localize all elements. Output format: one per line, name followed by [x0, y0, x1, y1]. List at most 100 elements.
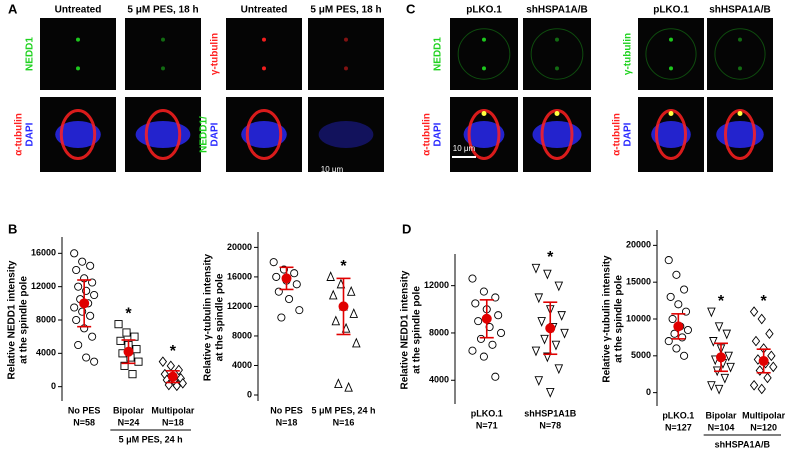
y-tick-label: 12000 — [424, 280, 449, 290]
row-label: α-tubulin — [14, 113, 25, 156]
data-point — [290, 269, 299, 278]
data-point — [534, 293, 544, 304]
pole-spot — [555, 37, 559, 42]
data-point — [666, 292, 675, 301]
data-point — [749, 379, 759, 391]
data-point — [749, 306, 759, 317]
n-label: N=16 — [333, 417, 355, 427]
y-tick-label: 12000 — [31, 281, 56, 291]
data-point — [479, 287, 488, 296]
x-tick-label: No PES — [68, 405, 101, 415]
n-label: N=71 — [476, 420, 498, 430]
n-label: N=18 — [162, 417, 184, 427]
data-point — [674, 300, 683, 309]
dapi-stain — [318, 121, 374, 148]
mean-marker — [167, 371, 178, 382]
data-point — [334, 378, 343, 388]
y-tick-label: 12000 — [227, 301, 252, 311]
pole-spot — [161, 66, 165, 71]
data-point — [670, 329, 679, 338]
mean-marker — [123, 346, 134, 357]
micrograph — [308, 18, 384, 90]
data-point — [174, 364, 183, 376]
dapi-stain — [55, 121, 101, 148]
y-tick-label: 16000 — [31, 248, 56, 258]
data-point — [158, 356, 168, 367]
data-point — [349, 308, 359, 318]
column-header: Untreated — [55, 5, 102, 16]
y-axis-label: Relative γ-tubulin intensity — [602, 255, 613, 383]
dapi-stain — [716, 121, 764, 148]
micrograph — [125, 18, 201, 90]
data-point — [471, 299, 480, 308]
micrograph — [638, 18, 704, 90]
data-point — [554, 364, 564, 375]
data-point — [751, 335, 761, 347]
data-point — [331, 315, 341, 326]
data-point — [72, 315, 81, 325]
data-point — [90, 290, 99, 300]
y-tick-label: 5000 — [631, 350, 651, 360]
data-point — [272, 272, 281, 281]
y-tick-label: 10000 — [626, 313, 651, 323]
y-axis-label: Relative γ-tubulin intensity — [203, 253, 214, 381]
row-label: DAPI — [623, 122, 634, 146]
micrograph — [226, 18, 302, 90]
data-point — [488, 340, 497, 349]
bracket-label: shHSPA1A/B — [715, 439, 771, 449]
data-point — [545, 388, 555, 398]
data-point — [328, 289, 338, 300]
data-point — [285, 294, 294, 304]
data-point — [277, 313, 286, 322]
tubulin-stain — [144, 109, 182, 160]
pole-spot — [76, 66, 80, 71]
cell-outline — [714, 28, 766, 80]
data-point — [680, 285, 689, 294]
data-point — [722, 329, 732, 340]
pole-spot — [738, 66, 742, 71]
column-header: shHSPA1A/B — [526, 5, 588, 16]
n-label: N=127 — [665, 422, 692, 432]
data-point — [130, 332, 139, 341]
bracket-label: 5 μM PES, 24 h — [119, 434, 183, 444]
data-point — [664, 337, 673, 346]
data-point — [128, 370, 137, 379]
data-point — [534, 376, 544, 386]
row-label: NEDD1/ — [199, 116, 210, 153]
scale-bar-label: 10 μm — [453, 144, 476, 153]
data-point — [292, 280, 301, 289]
mean-marker — [79, 298, 90, 309]
mean-marker — [545, 323, 556, 334]
x-tick-label: No PES — [270, 405, 303, 415]
pole-spot — [482, 66, 486, 71]
row-label: DAPI — [210, 122, 221, 146]
significance-mark: * — [761, 293, 768, 310]
cell-outline — [457, 28, 511, 80]
data-point — [707, 381, 716, 391]
row-label: γ-tubulin — [210, 33, 221, 75]
mean-marker — [481, 313, 492, 324]
data-point — [726, 362, 735, 373]
y-tick-label: 8000 — [232, 330, 252, 340]
pole-spot — [669, 37, 673, 42]
data-point — [82, 353, 91, 362]
y-axis-label: at the spindle pole — [614, 275, 625, 363]
row-label: γ-tubulin — [623, 33, 634, 75]
column-header: pLKO.1 — [466, 5, 502, 16]
data-point — [683, 325, 692, 335]
x-tick-label: Multipolar — [742, 410, 785, 420]
data-point — [88, 332, 97, 341]
data-point — [757, 383, 766, 395]
pole-spot — [76, 37, 80, 42]
x-tick-label: Multipolar — [151, 405, 194, 415]
data-point — [551, 340, 561, 351]
n-label: N=78 — [539, 420, 561, 430]
mean-marker — [716, 352, 726, 363]
y-tick-label: 20000 — [227, 242, 252, 252]
y-tick-label: 0 — [51, 381, 56, 391]
tubulin-stain — [654, 109, 688, 160]
data-point — [714, 322, 724, 333]
significance-mark: * — [125, 305, 132, 322]
pole-spot — [344, 37, 348, 42]
data-point — [122, 328, 131, 337]
